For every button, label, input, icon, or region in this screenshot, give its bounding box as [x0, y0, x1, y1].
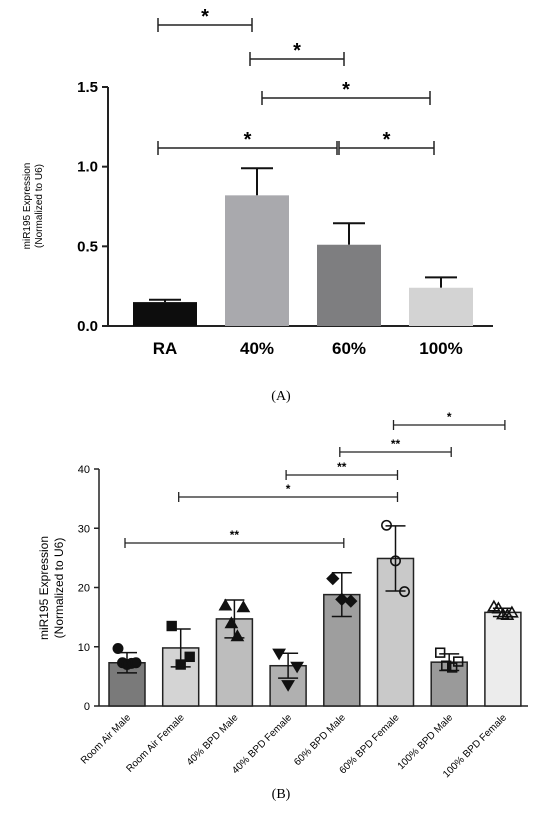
panel-b-x-tick-label: 40% BPD Male [185, 712, 241, 768]
panel-b-x-tick-label: 60% BPD Female [338, 712, 402, 776]
panel-b-data-point [112, 643, 124, 655]
panel-b-y-tick-label: 30 [78, 523, 90, 535]
panel-b-significance-label: ** [391, 437, 401, 451]
panel-b-significance-label: * [286, 482, 291, 496]
panel-b-data-point [281, 680, 295, 692]
panel-a-chart: 0.0 0.5 1.0 1.5 miR195 Expression(Normalized… [22, 6, 493, 358]
panel-a-x-tick-label: 100% [419, 339, 462, 358]
panel-a-y-tick-label: 1.5 [77, 79, 98, 96]
panel-b-data-point [326, 571, 340, 586]
panel-a-x-tick-label: RA [153, 339, 178, 358]
panel-a-significance-label: * [201, 6, 209, 28]
panel-b-data-point [505, 605, 519, 618]
panel-a-y-axis-label-line: miR195 Expression [22, 163, 33, 250]
panel-b-data-point [130, 657, 142, 669]
panel-b-x-tick-label: 60% BPD Male [292, 712, 348, 768]
panel-a-x-tick-label: 60% [332, 339, 366, 358]
panel-b-data-point [446, 662, 458, 673]
panel-b-data-point [399, 586, 410, 598]
panel-b-data-point [500, 607, 515, 620]
panel-a-bar [317, 244, 381, 326]
panel-b-data-point [224, 616, 239, 629]
panel-a-y-tick-label: 0.5 [77, 238, 98, 255]
panel-b-y-axis-label-line: (Normalized to U6) [52, 538, 66, 639]
panel-b-data-point [491, 601, 506, 614]
panel-b-label: (B) [272, 787, 291, 802]
panel-a-y-tick-label: 1.0 [77, 159, 98, 176]
panel-b-data-point [452, 656, 464, 667]
panel-b-y-tick-label: 40 [78, 464, 90, 476]
panel-b-data-point [236, 600, 251, 613]
panel-a-label: (A) [271, 389, 291, 404]
panel-b-bar [484, 611, 522, 707]
panel-b-data-point [440, 660, 452, 671]
panel-b-data-point [335, 592, 349, 606]
panel-b-chart: 0 10 20 30 40 miR195 Expression(Normalized to… [37, 410, 528, 780]
panel-b-data-point [390, 555, 401, 567]
panel-b-data-point [184, 651, 195, 663]
panel-b-y-tick-label: 0 [84, 701, 90, 713]
panel-a-bar [409, 287, 473, 326]
panel-a-y-axis-label: miR195 Expression(Normalized to U6) [22, 163, 45, 250]
panel-b-data-point [290, 661, 304, 674]
panel-a-bar [133, 302, 197, 326]
panel-b-x-tick-label: Room Air Male [79, 712, 133, 766]
panel-a-bar [225, 195, 289, 326]
panel-b-y-tick-label: 10 [78, 642, 90, 654]
panel-b-x-tick-label: 100% BPD Male [396, 712, 456, 772]
panel-b-data-point [218, 598, 233, 611]
panel-a-significance-label: * [244, 129, 252, 151]
panel-b-data-point [230, 629, 245, 642]
panel-b-data-point [272, 648, 286, 661]
panel-b-data-point [434, 647, 446, 658]
panel-b-significance-label: ** [337, 460, 347, 474]
panel-a-significance-label: * [293, 40, 301, 62]
panel-b-data-point [166, 620, 177, 632]
panel-b-y-axis-label-line: miR195 Expression [37, 536, 51, 640]
panel-a-y-tick-label: 0.0 [77, 318, 98, 335]
panel-a-y-axis-label-line: (Normalized to U6) [34, 164, 45, 248]
panel-b-y-axis-label: miR195 Expression(Normalized to U6) [37, 536, 66, 640]
panel-b-significance-label: * [447, 410, 452, 424]
panel-b-significance-label: ** [230, 528, 240, 542]
panel-a-significance-label: * [342, 79, 350, 101]
panel-b-data-point [344, 594, 358, 608]
panel-b-data-point [381, 519, 392, 531]
panel-b-y-tick-label: 20 [78, 583, 90, 595]
panel-b-data-point [175, 659, 186, 670]
panel-b-x-tick-label: 40% BPD Female [230, 712, 294, 776]
panel-a-significance-label: * [383, 129, 391, 151]
panel-b-x-tick-label: Room Air Female [124, 712, 187, 775]
panel-a-x-tick-label: 40% [240, 339, 274, 358]
